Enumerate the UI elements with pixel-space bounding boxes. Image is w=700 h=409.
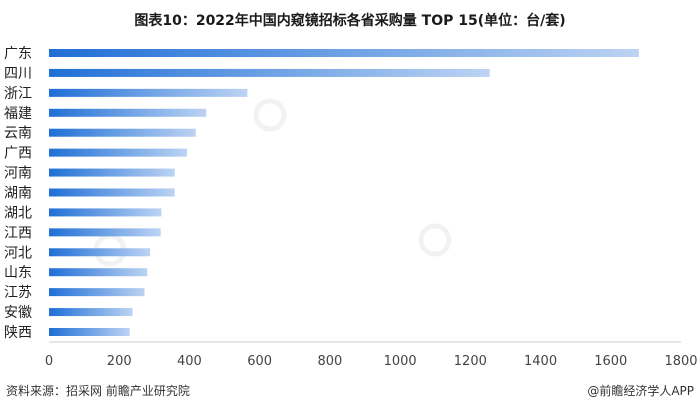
category-label: 陕西 bbox=[4, 325, 32, 341]
watermark bbox=[93, 98, 452, 267]
x-tick-label: 400 bbox=[177, 354, 202, 369]
bar-0 bbox=[49, 49, 639, 57]
brand-credit: @前瞻经济学人APP bbox=[587, 384, 694, 398]
bar-14 bbox=[49, 328, 130, 336]
category-label: 河北 bbox=[4, 245, 32, 261]
bar-3 bbox=[49, 108, 207, 117]
bar-9 bbox=[49, 228, 161, 237]
x-tick-label: 1000 bbox=[384, 354, 417, 369]
x-tick-label: 200 bbox=[107, 354, 132, 369]
bar-13 bbox=[49, 308, 133, 317]
bar-2 bbox=[49, 88, 248, 97]
category-label: 广东 bbox=[4, 46, 32, 62]
category-label: 山东 bbox=[4, 265, 32, 281]
x-tick-label: 1600 bbox=[594, 354, 627, 369]
category-label: 湖北 bbox=[4, 205, 32, 221]
bar-11 bbox=[49, 268, 148, 277]
category-label: 河南 bbox=[4, 166, 32, 182]
bar-12 bbox=[49, 288, 145, 297]
x-tick-label: 1800 bbox=[664, 354, 697, 369]
category-label: 云南 bbox=[4, 126, 32, 142]
bar-7 bbox=[49, 188, 175, 197]
x-tick-label: 800 bbox=[317, 354, 342, 369]
category-label: 四川 bbox=[4, 66, 32, 82]
bar-5 bbox=[49, 148, 187, 157]
x-tick-label: 1400 bbox=[524, 354, 557, 369]
category-label: 江苏 bbox=[4, 285, 32, 301]
x-tick-label: 1200 bbox=[454, 354, 487, 369]
bar-6 bbox=[49, 168, 175, 177]
category-label: 福建 bbox=[4, 106, 32, 122]
bar-8 bbox=[49, 208, 162, 217]
bar-10 bbox=[49, 248, 151, 257]
category-label: 广西 bbox=[4, 146, 32, 162]
source-note: 资料来源：招采网 前瞻产业研究院 bbox=[6, 384, 190, 398]
bar-4 bbox=[49, 128, 196, 137]
category-label: 浙江 bbox=[4, 86, 32, 102]
x-tick-label: 0 bbox=[45, 354, 53, 369]
chart-title: 图表10：2022年中国内窥镜招标各省采购量 TOP 15(单位：台/套) bbox=[134, 13, 566, 29]
category-label: 江西 bbox=[4, 225, 32, 241]
category-label: 湖南 bbox=[4, 186, 32, 202]
x-tick-label: 600 bbox=[247, 354, 272, 369]
category-label: 安徽 bbox=[4, 305, 32, 321]
bar-1 bbox=[49, 68, 490, 77]
